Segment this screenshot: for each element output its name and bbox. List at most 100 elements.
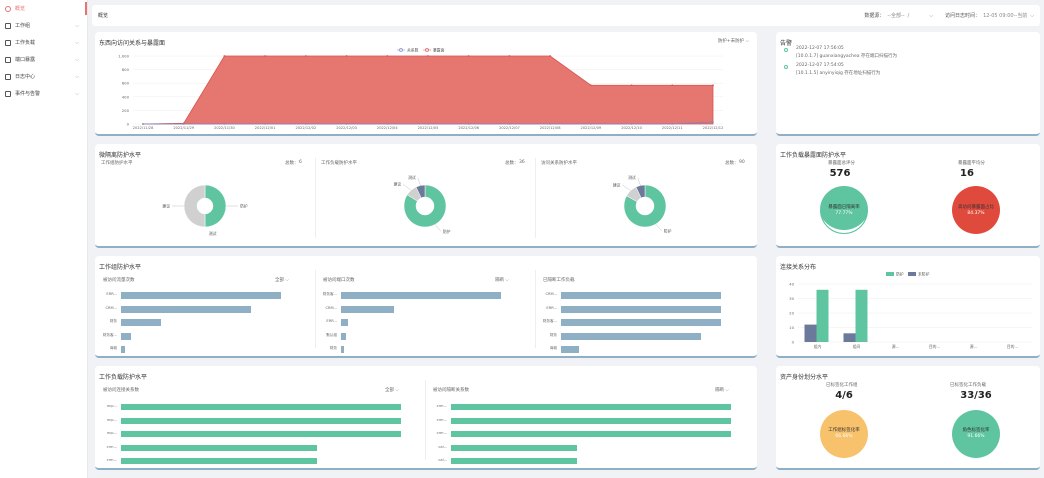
left-metric-value: 4/6: [835, 390, 853, 401]
sidebar-item-1[interactable]: 工作组 ⌵: [0, 17, 87, 34]
workload-icon: [5, 39, 11, 46]
bar[interactable]: [451, 431, 731, 437]
view-dropdown[interactable]: 防护+未防护 ⌵: [717, 39, 749, 44]
y-tick-label: 30: [789, 296, 794, 301]
bar-label: 财务客...: [542, 319, 557, 323]
log-icon: [5, 73, 11, 80]
x-tick-label: 2022/12/07: [499, 126, 520, 130]
bar[interactable]: [121, 346, 125, 353]
x-tick-label: 2022/12/12: [703, 126, 724, 130]
bar[interactable]: [121, 319, 161, 326]
left-metric-label: 暴露面总评分: [828, 161, 855, 166]
bar[interactable]: [451, 404, 731, 410]
x-tick-label: 2022/12/04: [377, 126, 398, 130]
panel-dropdown-label: 全部: [275, 278, 284, 283]
bar[interactable]: [341, 305, 395, 313]
data-point-exposure: [427, 55, 429, 57]
panel-total-label: 总数：: [725, 161, 739, 166]
panel-dropdown[interactable]: 全部 ⌵: [385, 387, 399, 393]
alert-icon: [5, 90, 11, 97]
bar[interactable]: [121, 431, 401, 437]
bar[interactable]: [451, 417, 731, 424]
bar[interactable]: [121, 404, 401, 410]
bar[interactable]: [561, 346, 579, 353]
right-metric-value: 33/36: [960, 390, 992, 401]
sidebar-item-5[interactable]: 事件与告警 ⌵: [0, 85, 87, 102]
bar-label: CRM...: [325, 305, 337, 310]
view-dropdown-label: 防护+未防护: [717, 39, 745, 44]
chevron-down-icon: ⌵: [724, 388, 729, 393]
panel-dropdown[interactable]: 隔断 ⌵: [495, 277, 509, 283]
bar-label: crm...: [436, 431, 447, 435]
pie-label: 防护: [240, 204, 248, 209]
pie-leader-line: [435, 224, 442, 232]
x-tick-label: 2022/12/09: [580, 126, 601, 130]
bar[interactable]: [121, 305, 251, 313]
high-access-label: 高访问暴露面占比: [958, 205, 994, 210]
source-filter[interactable]: 数据源： --全部-- / ⌵: [864, 12, 933, 20]
bar-label: cal...: [438, 444, 447, 449]
right-metric-value: 16: [960, 168, 974, 179]
bar[interactable]: [561, 305, 721, 313]
bar[interactable]: [121, 332, 131, 340]
time-filter[interactable]: 访问日志时间： 12-05 09:00--当前 ⌵: [945, 12, 1034, 20]
right-metric-label: 已标签化工作负载: [950, 383, 986, 388]
sidebar-item-2[interactable]: 工作负载 ⌵: [0, 34, 87, 51]
role-label-rate-label: 角色标签化率: [962, 428, 990, 433]
x-tick-label: 目的...: [929, 344, 940, 349]
legend-label: 暴露面: [433, 47, 445, 52]
bar[interactable]: [341, 346, 344, 353]
bar[interactable]: [561, 332, 701, 340]
bar-label: ecp...: [107, 404, 117, 408]
high-access-circle: [952, 186, 1000, 234]
bar[interactable]: [121, 458, 317, 464]
bar-label: CRM...: [545, 292, 557, 296]
right-metric-label: 暴露面平均分: [958, 161, 985, 166]
alert-text[interactable]: [10.1.1.5] anyinyiqig 存在地址扫描行为: [796, 71, 881, 76]
bar-unprotected: [804, 324, 817, 342]
panel-divider: [425, 380, 426, 460]
group-label-rate-label: 工作组标签化率: [828, 428, 860, 433]
data-point-exposure: [549, 55, 552, 57]
bar[interactable]: [561, 292, 721, 299]
bar[interactable]: [121, 417, 401, 424]
pie-slice: [403, 184, 447, 228]
chevron-down-icon: ⌵: [75, 56, 79, 63]
sidebar-item-3[interactable]: 端口暴露 ⌵: [0, 51, 87, 68]
isolated-rate-value: 77.77%: [835, 211, 853, 216]
bar[interactable]: [451, 444, 577, 451]
sidebar-item-0[interactable]: 概览: [0, 0, 87, 17]
panel-dropdown[interactable]: 全部 ⌵: [275, 277, 289, 283]
pie-leader-line: [403, 184, 412, 191]
top-bar: 概览 数据源： --全部-- / ⌵ 访问日志时间： 12-05 09:00--当前 ⌵: [92, 5, 1040, 26]
pie-label: 建议: [613, 182, 621, 187]
bar-label: 商城: [549, 346, 557, 350]
chevron-down-icon: ⌵: [75, 22, 79, 29]
bar[interactable]: [341, 319, 349, 326]
time-filter-value: 12-05 09:00--当前: [983, 13, 1028, 19]
data-point-relations: [508, 123, 511, 125]
bar-protected: [816, 289, 829, 342]
panel-dropdown[interactable]: 隔断 ⌵: [715, 387, 729, 393]
bar[interactable]: [341, 292, 501, 299]
sidebar-item-label: 端口暴露: [15, 57, 36, 63]
timeline-dot-icon: [784, 48, 788, 52]
data-point-relations: [590, 123, 592, 125]
x-tick-label: 2022/12/10: [621, 126, 642, 130]
alert-text[interactable]: [10.0.1.7] guanxiangyachea 存在端口扫描行为: [796, 54, 897, 59]
role-label-circle: [952, 410, 1000, 458]
bar-label: ecp...: [107, 417, 117, 422]
bar[interactable]: [451, 458, 577, 464]
bar[interactable]: [121, 444, 317, 451]
panel-total-label: 总数：: [505, 161, 519, 166]
y-tick-label: 0: [792, 340, 795, 345]
x-tick-label: 2022/12/01: [255, 126, 276, 130]
bar[interactable]: [121, 292, 281, 299]
card-title: 连接关系分布: [780, 264, 817, 271]
card-title: 资产身份划分水平: [780, 374, 829, 381]
sidebar-item-4[interactable]: 日志中心 ⌵: [0, 68, 87, 85]
connection-card: 连接关系分布 40 30 20 10 0 组内 组间 源... 目的... 源... 目的... 防护…: [776, 256, 1040, 358]
bar[interactable]: [561, 319, 721, 326]
bar[interactable]: [341, 332, 347, 340]
